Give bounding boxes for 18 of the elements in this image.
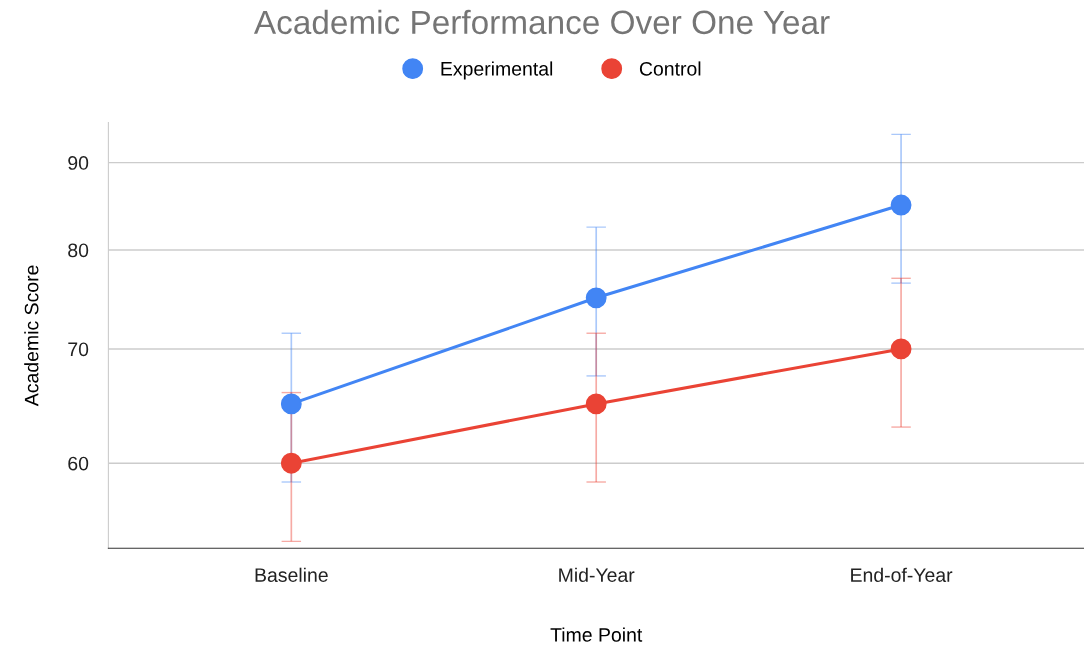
- x-tick-label: Baseline: [255, 567, 328, 582]
- chart-title: Academic Performance Over One Year: [253, 9, 830, 35]
- x-tick-label: End-of-Year: [851, 567, 953, 582]
- point: [890, 338, 912, 360]
- y-tick-label: 60: [68, 456, 89, 471]
- point: [890, 194, 912, 216]
- point: [585, 287, 607, 309]
- x-tick-label: Mid-Year: [559, 567, 635, 582]
- y-tick-label: 70: [68, 342, 89, 357]
- point: [280, 393, 302, 415]
- y-tick-label: 80: [68, 243, 89, 258]
- y-axis-title: Academic Score: [24, 265, 39, 407]
- point: [280, 452, 302, 474]
- y-tick-label: 90: [68, 156, 89, 170]
- legend-label: Control: [639, 61, 701, 76]
- x-axis-title: Time Point: [550, 627, 643, 642]
- point: [585, 393, 607, 415]
- legend-label: Experimental: [441, 61, 553, 80]
